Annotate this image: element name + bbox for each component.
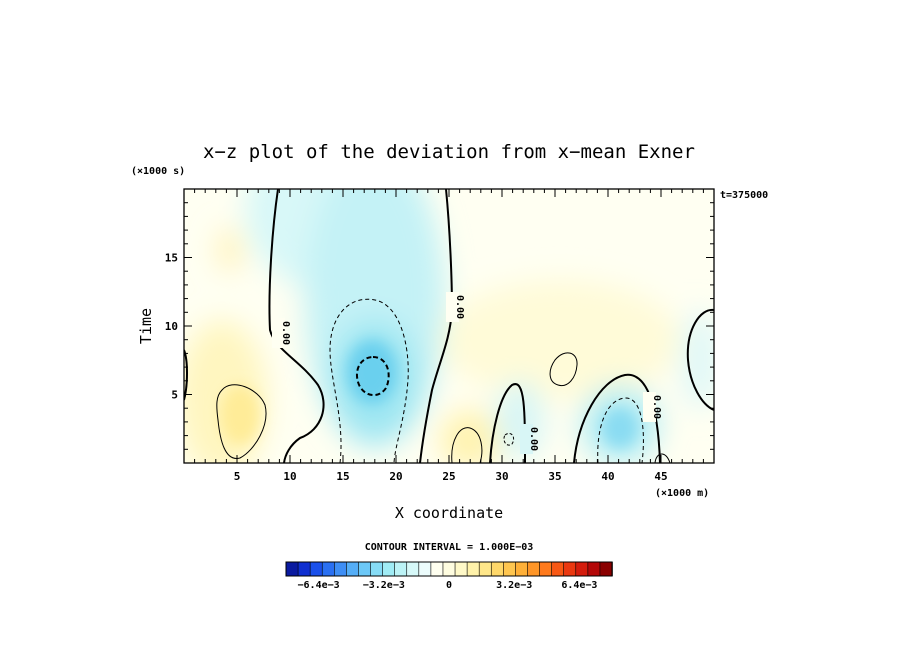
x-tick-label: 20	[389, 470, 402, 483]
colorbar-swatch	[370, 561, 384, 577]
contour-label-2: 0.00	[454, 295, 465, 319]
colorbar-swatch	[321, 561, 336, 577]
x-tick-label: 45	[654, 470, 667, 483]
colorbar-swatch	[309, 561, 324, 577]
colorbar-tick-label: 3.2e−3	[496, 580, 532, 591]
contour-lines	[184, 189, 714, 463]
contour-label-4: 0.00	[651, 395, 662, 419]
x-axis-label: X coordinate	[395, 504, 503, 522]
zero-contour-edge	[686, 308, 714, 411]
x-tick-label: 25	[442, 470, 455, 483]
y-tick-label: 5	[171, 389, 178, 402]
x-tick-label: 10	[283, 470, 296, 483]
x-tick-label: 5	[234, 470, 241, 483]
colorbar-swatch	[418, 561, 432, 577]
contour-label-3: 0.00	[528, 427, 539, 451]
colorbar-swatch	[503, 561, 517, 577]
colorbar-swatch	[563, 561, 577, 577]
positive-contour-bottom	[451, 427, 483, 463]
chart-title: x−z plot of the deviation from x−mean Ex…	[203, 141, 695, 163]
colorbar-swatch	[478, 561, 493, 577]
x-axis-unit: (×1000 m)	[655, 488, 709, 499]
x-tick-label: 40	[601, 470, 614, 483]
colorbar-frame	[285, 561, 613, 577]
zero-contour-middle	[419, 189, 454, 463]
colorbar: −6.4e−3 −3.2e−3 0 3.2e−3 6.4e−3	[285, 561, 613, 591]
colorbar-swatch	[490, 561, 505, 577]
x-tick-label: 15	[336, 470, 349, 483]
colorbar-swatch	[466, 561, 480, 577]
negative-contour-outer	[329, 298, 409, 463]
colorbar-swatch	[527, 561, 541, 577]
small-contour	[503, 432, 515, 446]
axis-ticks: 5 10 15 20 25 30 35 40 45 5 10 15	[165, 189, 714, 483]
y-axis-unit: (×1000 s)	[131, 166, 185, 177]
y-tick-label: 10	[165, 320, 178, 333]
colorbar-swatch	[406, 561, 420, 577]
y-tick-label: 15	[165, 252, 178, 265]
negative-contour-inner	[356, 355, 390, 397]
positive-contour-left	[216, 384, 267, 459]
colorbar-tick-label: 6.4e−3	[561, 580, 597, 591]
contour-interval: CONTOUR INTERVAL = 1.000E−03	[365, 542, 534, 553]
colorbar-tick-label: −6.4e−3	[298, 580, 340, 591]
colorbar-swatch	[454, 561, 468, 577]
colorbar-swatch	[539, 561, 553, 577]
colorbar-tick-label: −3.2e−3	[363, 580, 405, 591]
colorbar-swatch	[575, 561, 589, 577]
time-label: t=375000	[720, 190, 768, 201]
colorbar-swatch	[382, 561, 396, 577]
field-area	[184, 189, 714, 463]
colorbar-swatch	[587, 561, 601, 577]
positive-contour-mid	[549, 352, 578, 387]
colorbar-swatch	[285, 561, 299, 577]
colorbar-swatch	[515, 561, 529, 577]
y-axis-label: Time	[137, 308, 155, 344]
contour-labels: 0.00 0.00 0.00 0.00	[272, 292, 662, 454]
colorbar-tick-label: 0	[446, 580, 452, 591]
colorbar-swatch	[599, 561, 613, 577]
colorbar-swatch	[297, 561, 311, 577]
colorbar-swatch	[358, 561, 372, 577]
contour-label-1: 0.00	[280, 321, 291, 345]
small-contour-2	[654, 453, 671, 463]
field-shading	[184, 189, 714, 463]
colorbar-swatch	[551, 561, 565, 577]
colorbar-swatch	[346, 561, 360, 577]
colorbar-swatch	[442, 561, 456, 577]
colorbar-swatch	[394, 561, 408, 577]
colorbar-swatch	[333, 561, 348, 577]
zero-contour-right-1	[489, 383, 526, 463]
colorbar-swatch	[430, 561, 444, 577]
x-tick-label: 30	[495, 470, 508, 483]
field-cores	[220, 340, 638, 448]
x-tick-label: 35	[548, 470, 561, 483]
negative-contour-right	[597, 397, 644, 463]
zero-contour-left	[268, 189, 325, 463]
